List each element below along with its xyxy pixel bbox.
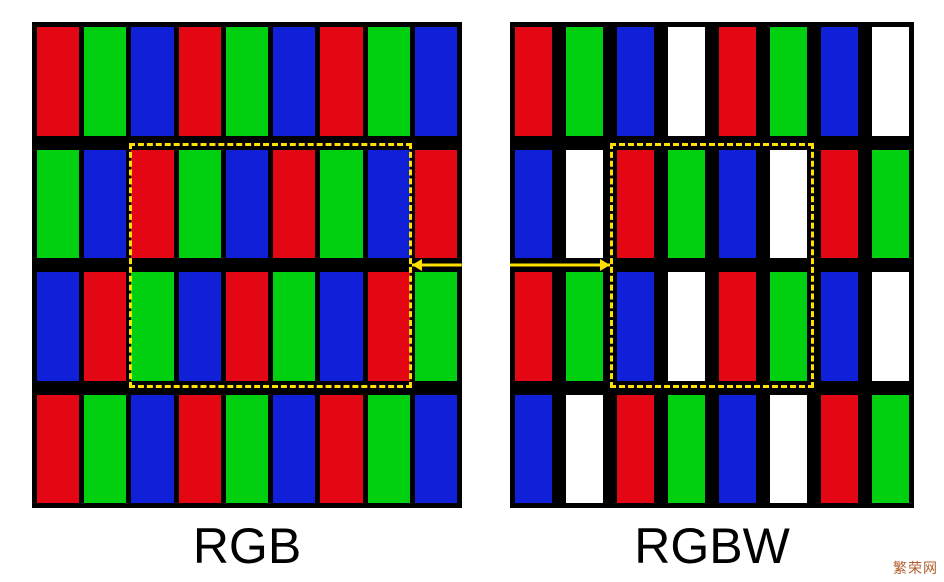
pixel-row [515, 27, 909, 136]
subpixel-b [821, 27, 858, 136]
subpixel-g [770, 272, 807, 381]
subpixel-r [37, 395, 79, 504]
pixel-row [37, 395, 457, 504]
subpixel-w [770, 395, 807, 504]
subpixel-b [415, 395, 457, 504]
subpixel-w [668, 27, 705, 136]
subpixel-g [320, 150, 362, 259]
subpixel-g [273, 272, 315, 381]
subpixel-b [719, 150, 756, 259]
subpixel-r [821, 395, 858, 504]
panel-rgb [32, 22, 462, 508]
subpixel-r [368, 272, 410, 381]
subpixel-r [84, 272, 126, 381]
subpixel-r [320, 27, 362, 136]
subpixel-g [226, 395, 268, 504]
panel-rgbw [510, 22, 914, 508]
subpixel-g [368, 395, 410, 504]
caption-rgb: RGB [32, 516, 462, 576]
subpixel-b [617, 27, 654, 136]
subpixel-b [415, 27, 457, 136]
subpixel-g [368, 27, 410, 136]
subpixel-r [37, 27, 79, 136]
subpixel-g [37, 150, 79, 259]
subpixel-r [719, 27, 756, 136]
subpixel-g [668, 395, 705, 504]
subpixel-w [770, 150, 807, 259]
subpixel-r [719, 272, 756, 381]
subpixel-b [84, 150, 126, 259]
subpixel-b [273, 395, 315, 504]
subpixel-g [872, 395, 909, 504]
subpixel-b [515, 150, 552, 259]
subpixel-g [179, 150, 221, 259]
subpixel-grid-rgb [37, 27, 457, 503]
pixel-row [515, 272, 909, 381]
pixel-row [37, 27, 457, 136]
subpixel-b [131, 395, 173, 504]
subpixel-b [821, 272, 858, 381]
subpixel-r [415, 150, 457, 259]
pixel-row [515, 395, 909, 504]
subpixel-b [368, 150, 410, 259]
subpixel-b [320, 272, 362, 381]
subpixel-r [515, 272, 552, 381]
subpixel-r [821, 150, 858, 259]
subpixel-g [566, 27, 603, 136]
subpixel-r [273, 150, 315, 259]
subpixel-b [226, 150, 268, 259]
subpixel-w [668, 272, 705, 381]
subpixel-b [37, 272, 79, 381]
subpixel-b [617, 272, 654, 381]
pixel-row [37, 272, 457, 381]
subpixel-r [617, 150, 654, 259]
caption-rgbw: RGBW [510, 516, 914, 576]
subpixel-g [770, 27, 807, 136]
pixel-row [37, 150, 457, 259]
subpixel-g [84, 395, 126, 504]
subpixel-r [131, 150, 173, 259]
subpixel-w [566, 395, 603, 504]
subpixel-g [566, 272, 603, 381]
subpixel-g [872, 150, 909, 259]
subpixel-b [515, 395, 552, 504]
subpixel-b [179, 272, 221, 381]
subpixel-r [179, 27, 221, 136]
subpixel-w [566, 150, 603, 259]
pixel-row [515, 150, 909, 259]
subpixel-b [131, 27, 173, 136]
subpixel-grid-rgbw [515, 27, 909, 503]
subpixel-g [131, 272, 173, 381]
subpixel-g [668, 150, 705, 259]
subpixel-g [84, 27, 126, 136]
subpixel-r [226, 272, 268, 381]
subpixel-b [719, 395, 756, 504]
subpixel-g [226, 27, 268, 136]
subpixel-r [617, 395, 654, 504]
subpixel-w [872, 27, 909, 136]
subpixel-r [515, 27, 552, 136]
subpixel-w [872, 272, 909, 381]
subpixel-g [415, 272, 457, 381]
subpixel-b [273, 27, 315, 136]
watermark: 繁荣网 [893, 558, 938, 578]
subpixel-r [320, 395, 362, 504]
subpixel-r [179, 395, 221, 504]
